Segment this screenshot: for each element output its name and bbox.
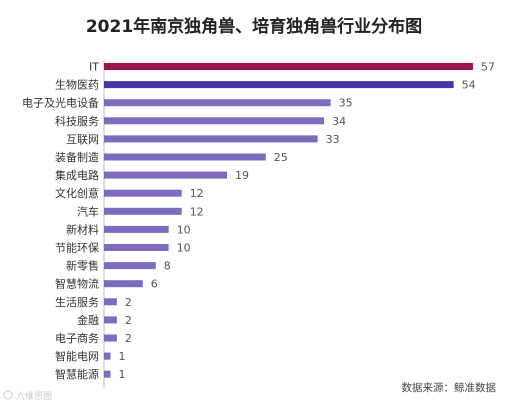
bar-16 — [104, 352, 111, 360]
category-label-1: 生物医药 — [55, 78, 99, 92]
watermark: 六维思图 — [3, 390, 52, 402]
value-label-9: 10 — [177, 223, 191, 236]
category-label-8: 汽车 — [77, 204, 99, 218]
category-label-12: 智慧物流 — [55, 277, 99, 291]
category-label-15: 电子商务 — [55, 331, 99, 345]
value-label-3: 34 — [332, 115, 346, 128]
value-label-10: 10 — [177, 242, 191, 255]
category-label-6: 集成电路 — [55, 168, 99, 182]
category-label-4: 互联网 — [66, 133, 99, 146]
value-label-13: 2 — [125, 296, 132, 309]
bar-6 — [104, 171, 227, 179]
category-label-3: 科技服务 — [55, 114, 99, 128]
bar-13 — [104, 298, 117, 306]
value-label-7: 12 — [190, 187, 204, 200]
category-label-0: IT — [89, 61, 99, 74]
bar-10 — [104, 244, 169, 251]
value-label-6: 19 — [235, 169, 249, 182]
bar-14 — [104, 316, 117, 324]
value-label-15: 2 — [125, 332, 132, 345]
value-label-1: 54 — [462, 79, 476, 92]
value-label-12: 6 — [151, 278, 158, 291]
bar-9 — [104, 225, 169, 233]
category-label-16: 智能电网 — [55, 349, 99, 363]
category-label-17: 智慧能源 — [55, 367, 99, 381]
category-label-13: 生活服务 — [55, 295, 99, 309]
bar-7 — [104, 189, 182, 197]
bar-2 — [104, 99, 331, 107]
value-label-14: 2 — [125, 314, 132, 327]
data-source-note: 数据来源：鲸准数据 — [402, 381, 497, 394]
value-label-4: 33 — [326, 133, 340, 146]
category-label-9: 新材料 — [66, 222, 99, 236]
bar-15 — [104, 334, 117, 342]
value-label-5: 25 — [274, 151, 288, 164]
bar-1 — [104, 81, 454, 89]
bar-17 — [104, 370, 111, 378]
bar-0 — [104, 63, 473, 70]
chart-marks: IT 57 生物医药 54 电子及光电设备 35 科技服务 34 互联网 33 装备制造 25 集成电路… — [22, 61, 495, 382]
value-label-11: 8 — [164, 260, 171, 273]
value-label-0: 57 — [481, 61, 495, 74]
bar-3 — [104, 117, 325, 125]
watermark-text: 六维思图 — [16, 390, 52, 402]
watermark-logo-icon — [3, 390, 13, 400]
bar-4 — [104, 135, 318, 143]
value-label-17: 1 — [119, 368, 126, 381]
value-label-2: 35 — [339, 97, 353, 110]
value-label-16: 1 — [119, 350, 126, 363]
bar-5 — [104, 153, 266, 161]
value-label-8: 12 — [190, 205, 204, 218]
category-label-5: 装备制造 — [55, 150, 99, 164]
category-label-14: 金融 — [77, 313, 99, 327]
chart-title: 2021年南京独角兽、培育独角兽行业分布图 — [86, 16, 422, 37]
bar-11 — [104, 262, 156, 270]
category-label-10: 节能环保 — [55, 241, 99, 255]
bar-8 — [104, 207, 182, 215]
bar-12 — [104, 280, 143, 288]
category-label-2: 电子及光电设备 — [22, 96, 99, 110]
category-label-11: 新零售 — [66, 259, 99, 273]
category-label-7: 文化创意 — [55, 186, 99, 200]
